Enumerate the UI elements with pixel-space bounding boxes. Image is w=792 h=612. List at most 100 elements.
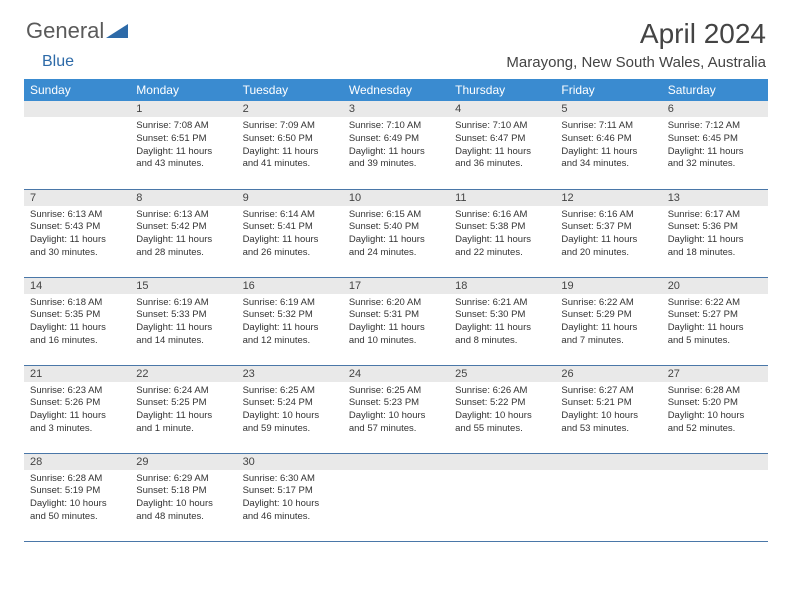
sunrise: Sunrise: 7:10 AM [349,120,443,133]
sunset: Sunset: 5:40 PM [349,221,443,234]
weekday-header-row: Sunday Monday Tuesday Wednesday Thursday… [24,79,768,101]
daylight-line2: and 7 minutes. [561,335,655,348]
daylight-line1: Daylight: 10 hours [561,410,655,423]
day-details: Sunrise: 6:13 AMSunset: 5:42 PMDaylight:… [130,206,236,263]
sunset: Sunset: 5:22 PM [455,397,549,410]
sunset: Sunset: 5:27 PM [668,309,762,322]
daylight-line2: and 34 minutes. [561,158,655,171]
day-details: Sunrise: 6:18 AMSunset: 5:35 PMDaylight:… [24,294,130,351]
sunset: Sunset: 5:36 PM [668,221,762,234]
daylight-line2: and 10 minutes. [349,335,443,348]
calendar-cell: 28Sunrise: 6:28 AMSunset: 5:19 PMDayligh… [24,453,130,541]
day-details: Sunrise: 7:11 AMSunset: 6:46 PMDaylight:… [555,117,661,174]
calendar-cell: 16Sunrise: 6:19 AMSunset: 5:32 PMDayligh… [237,277,343,365]
sunset: Sunset: 5:17 PM [243,485,337,498]
calendar-cell: 29Sunrise: 6:29 AMSunset: 5:18 PMDayligh… [130,453,236,541]
calendar-cell: 24Sunrise: 6:25 AMSunset: 5:23 PMDayligh… [343,365,449,453]
sunrise: Sunrise: 6:29 AM [136,473,230,486]
day-number: 11 [449,190,555,206]
sunrise: Sunrise: 6:24 AM [136,385,230,398]
sunrise: Sunrise: 6:28 AM [30,473,124,486]
day-details: Sunrise: 6:20 AMSunset: 5:31 PMDaylight:… [343,294,449,351]
day-details: Sunrise: 7:08 AMSunset: 6:51 PMDaylight:… [130,117,236,174]
sunset: Sunset: 6:50 PM [243,133,337,146]
daylight-line1: Daylight: 10 hours [243,498,337,511]
sunrise: Sunrise: 6:22 AM [668,297,762,310]
calendar-cell: 15Sunrise: 6:19 AMSunset: 5:33 PMDayligh… [130,277,236,365]
calendar-row: 28Sunrise: 6:28 AMSunset: 5:19 PMDayligh… [24,453,768,541]
sunset: Sunset: 5:26 PM [30,397,124,410]
daylight-line1: Daylight: 11 hours [561,146,655,159]
title-block: April 2024 Marayong, New South Wales, Au… [506,18,766,71]
daylight-line1: Daylight: 11 hours [243,322,337,335]
sunrise: Sunrise: 6:22 AM [561,297,655,310]
calendar-cell: 20 Sunrise: 6:22 AMSunset: 5:27 PMDayligh… [662,277,768,365]
calendar-cell: 11Sunrise: 6:16 AMSunset: 5:38 PMDayligh… [449,189,555,277]
calendar-row: 21Sunrise: 6:23 AMSunset: 5:26 PMDayligh… [24,365,768,453]
daylight-line2: and 3 minutes. [30,423,124,436]
weekday-header: Wednesday [343,79,449,101]
daylight-line1: Daylight: 11 hours [349,234,443,247]
day-number: 20 [662,278,768,294]
daylight-line1: Daylight: 11 hours [243,234,337,247]
daylight-line2: and 30 minutes. [30,247,124,260]
day-details: Sunrise: 6:15 AMSunset: 5:40 PMDaylight:… [343,206,449,263]
weekday-header: Sunday [24,79,130,101]
day-details: Sunrise: 6:28 AMSunset: 5:19 PMDaylight:… [24,470,130,527]
day-number [343,454,449,470]
daylight-line2: and 52 minutes. [668,423,762,436]
day-number: 24 [343,366,449,382]
day-details: Sunrise: 6:17 AMSunset: 5:36 PMDaylight:… [662,206,768,263]
weekday-header: Friday [555,79,661,101]
calendar-cell: 14Sunrise: 6:18 AMSunset: 5:35 PMDayligh… [24,277,130,365]
day-number: 21 [24,366,130,382]
calendar-cell: 3Sunrise: 7:10 AMSunset: 6:49 PMDaylight… [343,101,449,189]
daylight-line1: Daylight: 11 hours [561,234,655,247]
day-number: 13 [662,190,768,206]
logo-text-general: General [26,18,104,44]
daylight-line1: Daylight: 11 hours [668,322,762,335]
daylight-line2: and 41 minutes. [243,158,337,171]
sunrise: Sunrise: 6:15 AM [349,209,443,222]
day-number: 28 [24,454,130,470]
calendar-cell: 2Sunrise: 7:09 AMSunset: 6:50 PMDaylight… [237,101,343,189]
daylight-line2: and 50 minutes. [30,511,124,524]
day-details: Sunrise: 6:24 AMSunset: 5:25 PMDaylight:… [130,382,236,439]
daylight-line1: Daylight: 11 hours [243,146,337,159]
day-details: Sunrise: 6:21 AMSunset: 5:30 PMDaylight:… [449,294,555,351]
sunset: Sunset: 6:45 PM [668,133,762,146]
daylight-line1: Daylight: 10 hours [136,498,230,511]
calendar-cell: 23Sunrise: 6:25 AMSunset: 5:24 PMDayligh… [237,365,343,453]
calendar-row: 7Sunrise: 6:13 AMSunset: 5:43 PMDaylight… [24,189,768,277]
day-details: Sunrise: 6:27 AMSunset: 5:21 PMDaylight:… [555,382,661,439]
day-details: Sunrise: 7:10 AMSunset: 6:49 PMDaylight:… [343,117,449,174]
day-details: Sunrise: 6:25 AMSunset: 5:23 PMDaylight:… [343,382,449,439]
day-number: 30 [237,454,343,470]
sunrise: Sunrise: 6:25 AM [349,385,443,398]
daylight-line2: and 14 minutes. [136,335,230,348]
day-number: 1 [130,101,236,117]
daylight-line2: and 57 minutes. [349,423,443,436]
daylight-line1: Daylight: 11 hours [136,410,230,423]
sunrise: Sunrise: 6:17 AM [668,209,762,222]
calendar-cell: 27Sunrise: 6:28 AMSunset: 5:20 PMDayligh… [662,365,768,453]
day-number: 9 [237,190,343,206]
sunrise: Sunrise: 6:25 AM [243,385,337,398]
sunrise: Sunrise: 6:13 AM [136,209,230,222]
calendar-cell: 5Sunrise: 7:11 AMSunset: 6:46 PMDaylight… [555,101,661,189]
daylight-line2: and 36 minutes. [455,158,549,171]
location: Marayong, New South Wales, Australia [506,54,766,71]
day-details: Sunrise: 6:19 AMSunset: 5:33 PMDaylight:… [130,294,236,351]
day-details: Sunrise: 6:16 AMSunset: 5:37 PMDaylight:… [555,206,661,263]
day-details: Sunrise: 6:13 AMSunset: 5:43 PMDaylight:… [24,206,130,263]
day-number: 23 [237,366,343,382]
weekday-header: Monday [130,79,236,101]
sunrise: Sunrise: 7:09 AM [243,120,337,133]
day-number: 7 [24,190,130,206]
sunrise: Sunrise: 6:18 AM [30,297,124,310]
daylight-line2: and 43 minutes. [136,158,230,171]
day-number: 12 [555,190,661,206]
daylight-line1: Daylight: 11 hours [455,234,549,247]
calendar-cell [449,453,555,541]
sunrise: Sunrise: 6:27 AM [561,385,655,398]
